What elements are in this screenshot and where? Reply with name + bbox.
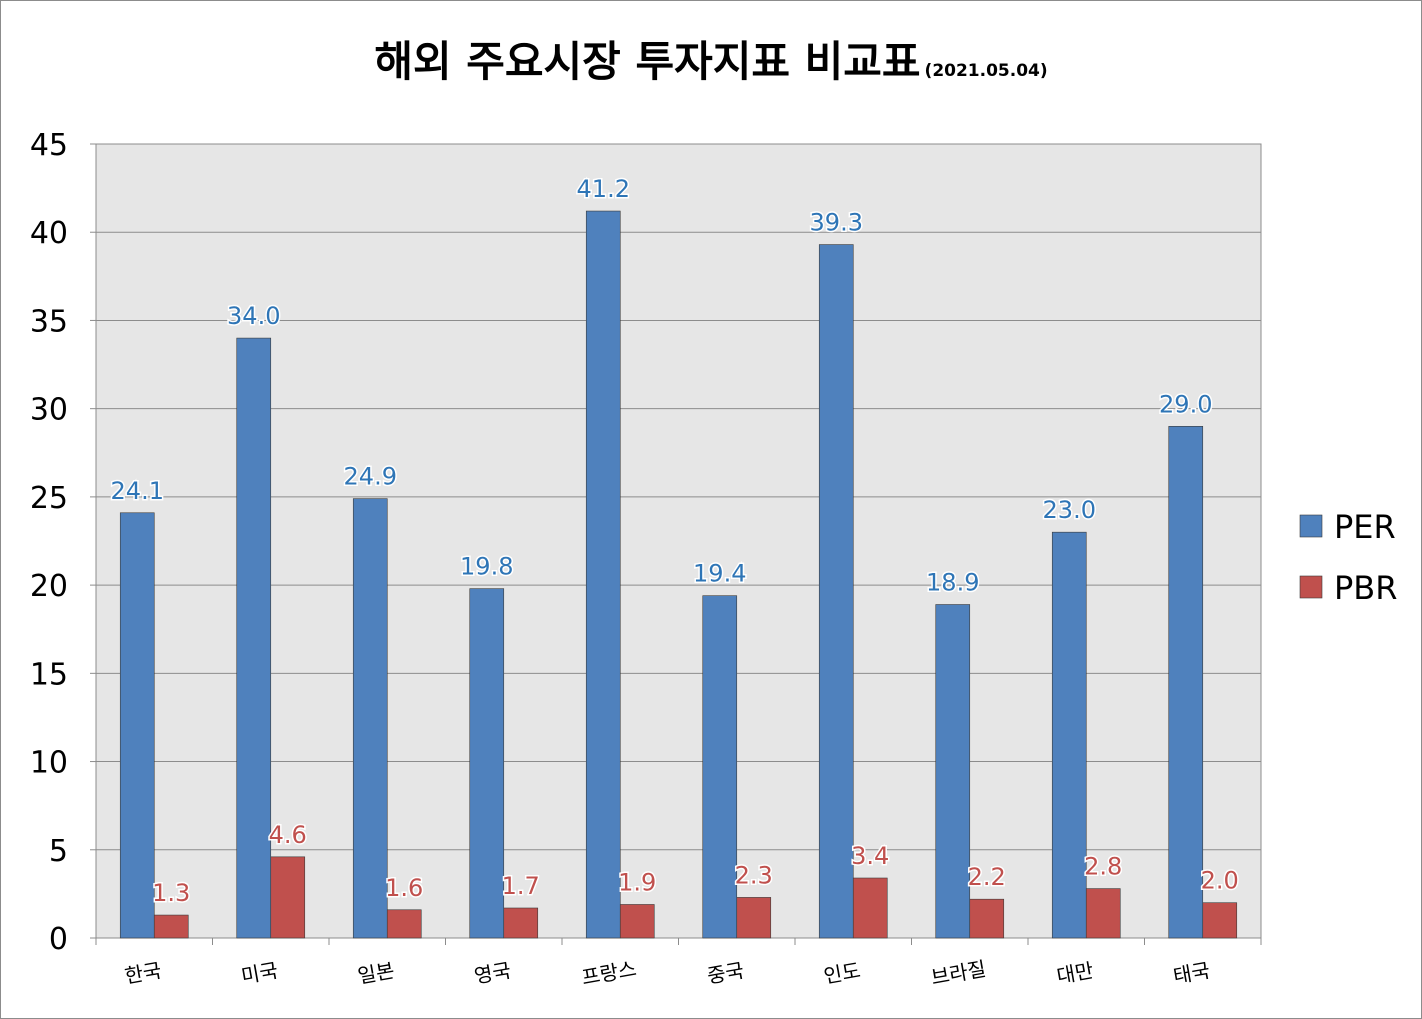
data-label-per: 23.0 <box>1043 496 1096 524</box>
data-label-per: 24.1 <box>111 477 164 505</box>
bar-pbr <box>852 877 888 939</box>
legend-swatch-pbr <box>1299 575 1323 599</box>
bar-per <box>702 595 738 939</box>
x-tick-label: 태국 <box>1171 958 1211 988</box>
bar-per <box>585 210 621 939</box>
legend-label-pbr: PBR <box>1334 569 1397 607</box>
y-tick-label: 25 <box>30 481 68 516</box>
data-label-per: 29.0 <box>1159 390 1212 418</box>
data-label-per: 19.4 <box>693 560 746 588</box>
data-label-pbr: 1.9 <box>618 868 656 896</box>
legend-label-per: PER <box>1334 508 1396 546</box>
data-label-per: 18.9 <box>926 569 979 597</box>
x-tick-label: 미국 <box>239 958 279 988</box>
data-label-pbr: 2.3 <box>735 861 773 889</box>
data-label-pbr: 1.3 <box>152 879 190 907</box>
y-tick-label: 0 <box>49 922 68 957</box>
data-label-pbr: 1.7 <box>502 872 540 900</box>
y-tick-label: 30 <box>30 393 68 428</box>
bar-pbr <box>736 897 772 939</box>
bar-per <box>236 337 272 939</box>
data-label-per: 19.8 <box>460 553 513 581</box>
y-tick-label: 40 <box>30 216 68 251</box>
data-label-per: 24.9 <box>344 463 397 491</box>
bar-per <box>1168 426 1204 939</box>
y-tick-label: 35 <box>30 304 68 339</box>
bar-per <box>818 244 854 939</box>
x-tick-label: 중국 <box>705 958 745 988</box>
data-label-pbr: 1.6 <box>385 874 423 902</box>
x-tick-label: 일본 <box>356 958 396 988</box>
bar-per <box>469 588 505 939</box>
data-label-pbr: 2.8 <box>1084 853 1122 881</box>
bar-pbr <box>969 898 1005 939</box>
bar-pbr <box>503 907 539 939</box>
bar-pbr <box>270 856 306 939</box>
bar-pbr <box>619 904 655 939</box>
data-label-per: 34.0 <box>227 302 280 330</box>
data-label-per: 39.3 <box>810 209 863 237</box>
plot-area: 0 5 10 15 20 25 30 35 40 45 한국 24.1 1.3 미국 34.0 4.6 일본 24… <box>30 128 1262 990</box>
legend: PER PBR <box>1299 508 1397 607</box>
chart-title-date: (2021.05.04) <box>925 61 1048 81</box>
x-tick-label: 대만 <box>1055 958 1095 988</box>
x-tick-label: 한국 <box>123 958 163 988</box>
bar-per <box>1051 531 1087 939</box>
bar-per <box>352 498 388 939</box>
bar-pbr <box>386 909 422 939</box>
y-tick-label: 20 <box>30 569 68 604</box>
data-label-per: 41.2 <box>577 175 630 203</box>
x-tick-label: 인도 <box>822 958 862 988</box>
chart-title: 해외 주요시장 투자지표 비교표 (2021.05.04) <box>374 37 1047 86</box>
y-tick-label: 10 <box>30 746 68 781</box>
bar-per <box>935 604 971 939</box>
bar-per <box>119 512 155 939</box>
y-tick-label: 5 <box>49 834 68 869</box>
chart-title-main: 해외 주요시장 투자지표 비교표 <box>374 37 920 86</box>
y-tick-label: 15 <box>30 657 68 692</box>
bar-pbr <box>153 914 189 939</box>
legend-swatch-per <box>1299 514 1323 538</box>
bar-pbr <box>1085 888 1121 939</box>
x-tick-label: 영국 <box>472 958 512 988</box>
data-label-pbr: 4.6 <box>269 821 307 849</box>
data-label-pbr: 3.4 <box>851 842 889 870</box>
y-tick-label: 45 <box>30 128 68 163</box>
data-label-pbr: 2.2 <box>968 863 1006 891</box>
x-tick-label: 프랑스 <box>580 956 639 989</box>
bar-pbr <box>1202 902 1238 939</box>
data-label-pbr: 2.0 <box>1201 867 1239 895</box>
x-tick-label: 브라질 <box>929 956 988 989</box>
